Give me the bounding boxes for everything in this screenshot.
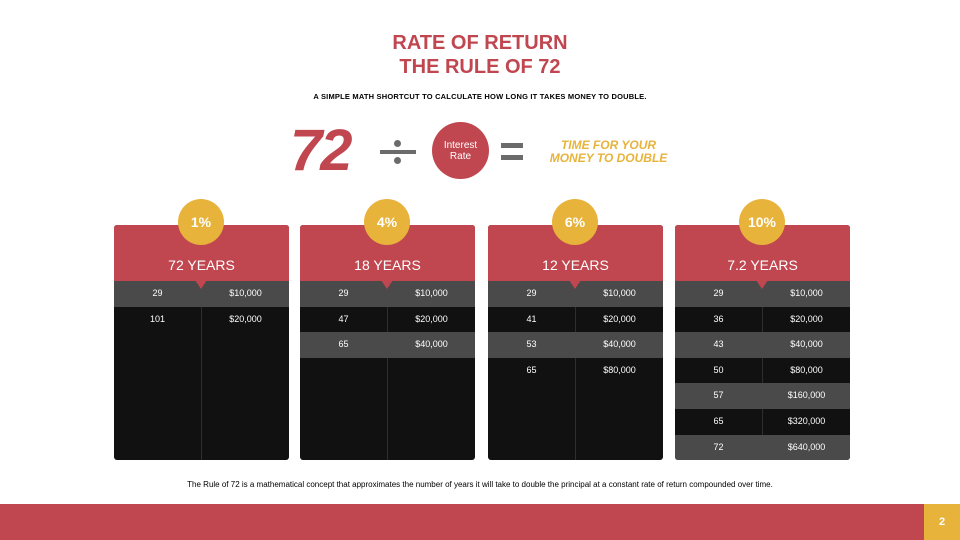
header-notch <box>195 280 207 289</box>
footnote: The Rule of 72 is a mathematical concept… <box>187 480 773 489</box>
table-row: 50 $80,000 <box>675 358 850 384</box>
row-amount: $10,000 <box>229 288 262 298</box>
table-row: 101 $20,000 <box>114 307 289 333</box>
row-amount: $640,000 <box>787 441 826 452</box>
row-age: 57 <box>713 390 724 401</box>
row-amount: $20,000 <box>603 313 636 324</box>
row-amount: $80,000 <box>790 364 823 375</box>
page-number: 2 <box>924 504 960 540</box>
rate-badge: 10% <box>739 199 785 245</box>
row-amount: $10,000 <box>415 288 448 298</box>
card-years: 7.2 YEARS <box>727 257 798 273</box>
rate-badge: 4% <box>364 199 410 245</box>
column-divider <box>387 281 388 460</box>
table-row: 57 $160,000 <box>675 383 850 409</box>
title-line-2: THE RULE OF 72 <box>399 56 561 78</box>
row-age: 29 <box>526 288 537 298</box>
result-line-2: MONEY TO DOUBLE <box>549 151 668 165</box>
row-age: 29 <box>713 288 724 298</box>
rate-badge: 1% <box>178 199 224 245</box>
row-amount: $40,000 <box>603 339 636 350</box>
equals-icon <box>501 143 523 161</box>
row-age: 36 <box>713 313 724 324</box>
row-amount: $10,000 <box>790 288 823 298</box>
divide-icon <box>380 140 416 164</box>
row-amount: $320,000 <box>787 416 826 426</box>
column-divider <box>201 281 202 460</box>
table-row: 53 $40,000 <box>488 332 663 358</box>
table-row: 43 $40,000 <box>675 332 850 358</box>
card-header: 12 YEARS <box>488 225 663 281</box>
result-line-1: TIME FOR YOUR <box>560 138 657 152</box>
row-age: 47 <box>338 313 349 324</box>
row-age: 43 <box>713 339 724 350</box>
table-row: 41 $20,000 <box>488 307 663 333</box>
row-age: 65 <box>338 339 349 350</box>
table-row: 36 $20,000 <box>675 307 850 333</box>
row-age: 29 <box>152 288 163 298</box>
table-row: 65 $80,000 <box>488 358 663 384</box>
header-notch <box>569 280 581 289</box>
slide-subtitle: A SIMPLE MATH SHORTCUT TO CALCULATE HOW … <box>313 92 647 101</box>
title-line-1: RATE OF RETURN <box>392 32 568 54</box>
row-amount: $20,000 <box>229 313 262 324</box>
row-amount: $20,000 <box>415 313 448 324</box>
column-divider <box>575 281 576 460</box>
slide-title: RATE OF RETURN THE RULE OF 72 <box>0 31 960 79</box>
rate-card: 7.2 YEARS 29 $10,000 36 $20,000 43 $40,000 50 $8… <box>675 225 850 460</box>
row-age: 50 <box>713 364 724 375</box>
row-age: 101 <box>149 313 166 324</box>
row-age: 65 <box>526 364 537 375</box>
table-row: 47 $20,000 <box>300 307 475 333</box>
row-age: 41 <box>526 313 537 324</box>
row-amount: $10,000 <box>603 288 636 298</box>
table-row: 72 $640,000 <box>675 434 850 460</box>
rate-card: 12 YEARS 29 $10,000 41 $20,000 53 $40,000 65 $80… <box>488 225 663 460</box>
card-header: 7.2 YEARS <box>675 225 850 281</box>
row-age: 65 <box>713 416 724 426</box>
table-row: 65 $320,000 <box>675 409 850 435</box>
column-divider <box>762 281 763 460</box>
header-notch <box>381 280 393 289</box>
footer-bar <box>0 504 960 540</box>
table-row: 29 $10,000 <box>114 281 289 307</box>
row-amount: $80,000 <box>603 364 636 375</box>
card-years: 72 YEARS <box>168 257 235 273</box>
row-amount: $20,000 <box>790 313 823 324</box>
circle-line-2: Rate <box>449 150 472 162</box>
card-years: 12 YEARS <box>542 257 609 273</box>
rate-badge: 6% <box>552 199 598 245</box>
circle-line-1: Interest <box>443 139 478 151</box>
row-age: 72 <box>713 441 724 452</box>
row-amount: $160,000 <box>787 390 826 401</box>
formula-number: 72 <box>290 118 352 183</box>
card-years: 18 YEARS <box>354 257 421 273</box>
row-age: 29 <box>338 288 349 298</box>
row-amount: $40,000 <box>415 339 448 350</box>
row-age: 53 <box>526 339 537 350</box>
rate-card: 18 YEARS 29 $10,000 47 $20,000 65 $40,000 <box>300 225 475 460</box>
formula-result: TIME FOR YOUR MONEY TO DOUBLE <box>536 139 681 165</box>
table-row: 65 $40,000 <box>300 332 475 358</box>
rate-card: 72 YEARS 29 $10,000 101 $20,000 <box>114 225 289 460</box>
interest-rate-circle: Interest Rate <box>432 122 489 179</box>
header-notch <box>756 280 768 289</box>
row-amount: $40,000 <box>790 339 823 350</box>
